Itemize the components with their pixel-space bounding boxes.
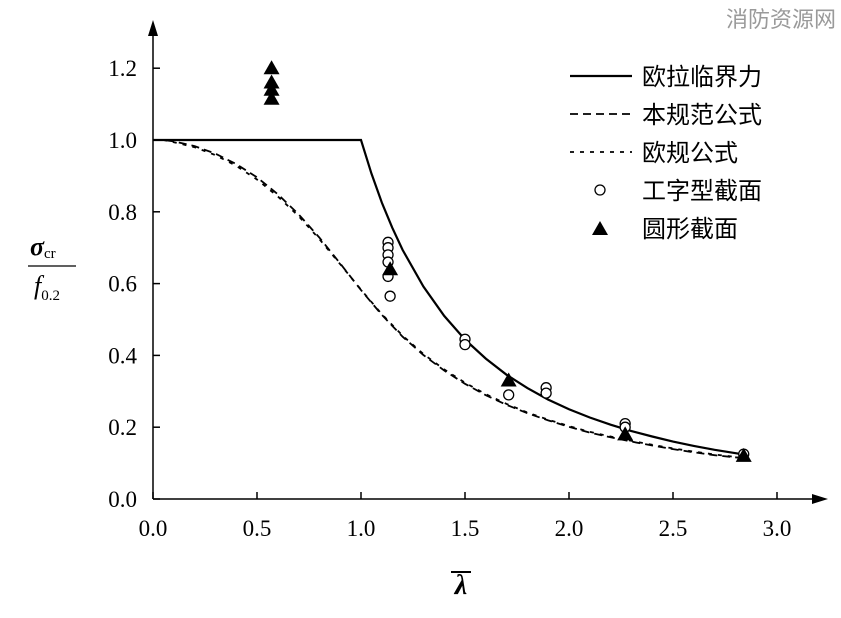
- legend-label: 欧拉临界力: [642, 63, 762, 91]
- triangle-marker: [263, 60, 280, 75]
- y-tick-label: 0.6: [108, 272, 137, 297]
- triangle-marker: [263, 74, 280, 89]
- x-tick-label: 2.5: [659, 516, 688, 541]
- x-tick-label: 1.5: [451, 516, 480, 541]
- legend-label: 圆形截面: [642, 215, 738, 243]
- y-label-sigma: σ: [30, 232, 45, 261]
- x-tick-label: 0.5: [243, 516, 272, 541]
- series-line-dashed: [153, 139, 746, 460]
- circle-marker: [459, 338, 471, 351]
- triangle-marker: [500, 372, 517, 387]
- y-tick-label: 0.0: [108, 487, 137, 512]
- y-ticks: 0.0 0.2 0.4 0.6 0.8 1.0 1.2: [108, 56, 160, 512]
- triangle-marker: [592, 221, 608, 235]
- y-tick-label: 1.0: [108, 128, 137, 153]
- legend-item: 圆形截面: [592, 215, 738, 243]
- triangle-marker: [382, 261, 399, 276]
- legend-label: 工字型截面: [642, 177, 762, 205]
- circle-marker: [503, 389, 515, 401]
- y-label-sigma-sub: cr: [44, 246, 56, 262]
- x-tick-label: 0.0: [139, 516, 168, 541]
- x-tick-label: 2.0: [555, 516, 584, 541]
- x-axis-label-symbol: λ: [454, 570, 467, 601]
- y-axis-label-denominator: f0.2: [34, 271, 60, 304]
- triangle-marker: [617, 426, 634, 441]
- legend-label: 欧规公式: [642, 139, 738, 167]
- y-tick-label: 0.4: [108, 343, 137, 368]
- legend-item: 本规范公式: [570, 101, 762, 129]
- x-axis-arrow: [812, 494, 828, 504]
- plot-area: [153, 60, 752, 462]
- legend-item: 欧拉临界力: [570, 63, 762, 91]
- y-label-f-sub: 0.2: [41, 288, 60, 304]
- y-axis-label-numerator: σcr: [30, 232, 56, 262]
- series-line-solid: [153, 138, 746, 456]
- legend-item: 工字型截面: [594, 177, 762, 205]
- marker-layer: [263, 60, 752, 462]
- series-layer: [153, 138, 746, 460]
- y-axis-label: σcr f0.2: [28, 232, 76, 304]
- circle-marker: [594, 184, 606, 196]
- y-tick-label: 1.2: [108, 56, 137, 81]
- triangle-marker: [263, 90, 280, 105]
- watermark: 消防资源网: [726, 8, 836, 33]
- triangle-marker: [263, 81, 280, 96]
- y-tick-label: 0.2: [108, 415, 137, 440]
- y-tick-label: 0.8: [108, 200, 137, 225]
- x-tick-label: 1.0: [347, 516, 376, 541]
- y-label-f: f: [34, 271, 45, 300]
- x-axis-label: λ: [451, 570, 471, 601]
- circle-marker: [540, 387, 552, 399]
- legend-item: 欧规公式: [570, 139, 738, 167]
- y-axis-arrow: [148, 20, 158, 36]
- x-tick-label: 3.0: [763, 516, 792, 541]
- x-ticks: 0.0 0.5 1.0 1.5 2.0 2.5 3.0: [139, 492, 792, 541]
- circle-marker: [384, 290, 396, 302]
- triangle-marker: [735, 447, 752, 462]
- legend-label: 本规范公式: [642, 101, 762, 129]
- axes: 0.0 0.5 1.0 1.5 2.0 2.5 3.0 0.0 0.2 0.4 0.6 0.8 1.0…: [108, 20, 828, 541]
